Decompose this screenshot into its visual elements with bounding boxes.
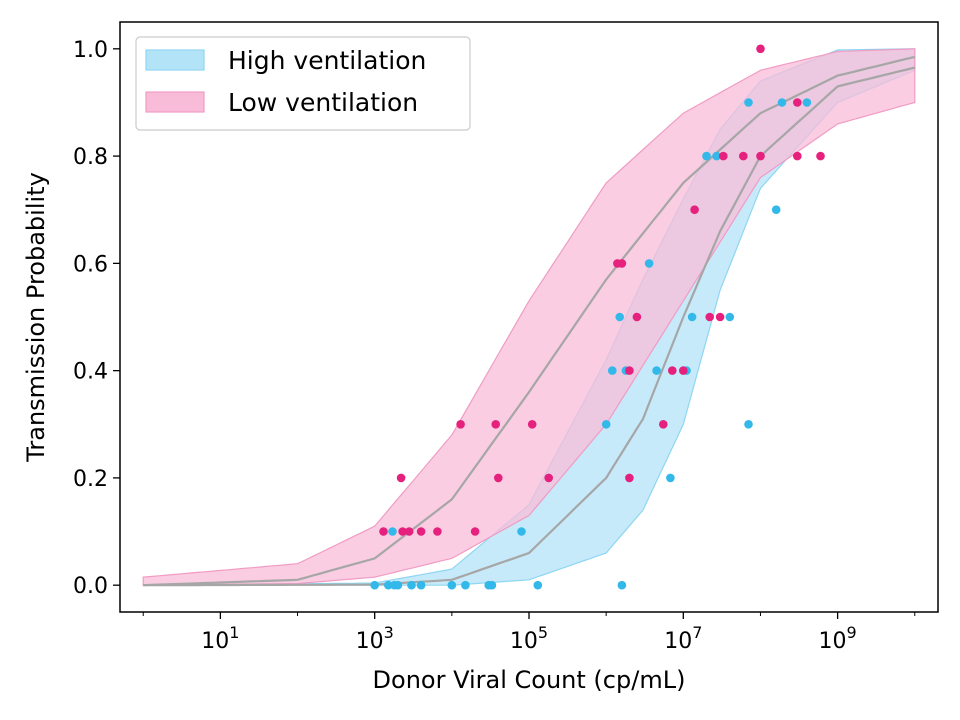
low-ventilation-point: [404, 527, 414, 536]
x-tick-label: 105: [510, 623, 548, 654]
low-ventilation-point: [398, 527, 407, 536]
high-ventilation-point: [744, 420, 753, 429]
high-ventilation-point: [416, 580, 426, 590]
legend: High ventilation Low ventilation: [135, 36, 471, 131]
high-ventilation-point: [461, 580, 470, 590]
low-ventilation-fit-curve: [143, 55, 916, 587]
y-tick-label: 0.8: [73, 145, 108, 170]
low-ventilation-point: [715, 312, 725, 322]
low-ventilation-point: [491, 420, 501, 429]
low-ventilation-point: [416, 527, 426, 536]
plot-area: [142, 44, 916, 590]
legend-label-low-ventilation: Low ventilation: [228, 88, 418, 117]
high-ventilation-point: [447, 580, 457, 590]
low-ventilation-band: [142, 48, 916, 586]
x-tick-label: 103: [356, 623, 394, 654]
low-ventilation-point: [544, 473, 553, 483]
x-axis: 101 103 105 107 109: [142, 612, 916, 654]
y-axis-label: Transmission Probability: [22, 172, 50, 463]
low-ventilation-point: [793, 151, 802, 161]
high-ventilation-point: [601, 420, 611, 429]
high-ventilation-point: [615, 312, 624, 322]
high-ventilation-point: [617, 580, 627, 590]
high-ventilation-point: [702, 151, 711, 161]
low-ventilation-point: [659, 420, 668, 429]
y-tick-label: 1.0: [73, 38, 108, 63]
legend-box: [135, 36, 471, 131]
low-ventilation-point: [433, 527, 442, 536]
low-ventilation-point: [632, 312, 642, 322]
y-tick-label: 0.4: [73, 360, 108, 385]
high-ventilation-point: [725, 312, 735, 322]
low-ventilation-point: [793, 98, 802, 107]
high-ventilation-point: [517, 527, 526, 536]
x-tick-label: 107: [664, 623, 702, 654]
high-ventilation-point: [777, 98, 787, 107]
high-ventilation-point: [407, 580, 416, 590]
low-ventilation-point: [690, 205, 699, 214]
high-ventilation-point: [644, 259, 654, 268]
high-ventilation-point: [533, 580, 543, 590]
x-tick-label: 101: [201, 623, 239, 654]
x-tick-label: 109: [819, 623, 857, 654]
high-ventilation-point: [771, 205, 781, 214]
low-ventilation-point: [679, 366, 688, 375]
low-ventilation-point: [719, 151, 728, 161]
low-ventilation-point: [705, 312, 714, 322]
high-ventilation-point: [393, 580, 403, 590]
low-ventilation-point: [816, 151, 825, 161]
low-ventilation-point: [756, 44, 765, 54]
low-ventilation-point: [379, 527, 388, 536]
y-tick-label: 0.6: [73, 252, 108, 277]
x-axis-label: Donor Viral Count (cp/mL): [373, 666, 686, 694]
high-ventilation-point: [666, 473, 675, 483]
high-ventilation-point: [687, 312, 697, 322]
low-ventilation-point: [625, 473, 634, 483]
high-ventilation-point: [608, 366, 617, 375]
y-axis: 0.0 0.2 0.4 0.6 0.8 1.0: [73, 38, 120, 599]
low-ventilation-point: [617, 259, 627, 268]
high-ventilation-point: [802, 98, 812, 107]
low-ventilation-point: [625, 366, 634, 375]
high-ventilation-point: [487, 580, 497, 590]
high-ventilation-point: [388, 527, 397, 536]
low-ventilation-point: [739, 151, 748, 161]
y-tick-label: 0.2: [73, 467, 108, 492]
high-ventilation-point: [652, 366, 661, 375]
low-ventilation-point: [668, 366, 677, 375]
low-ventilation-point: [456, 420, 465, 429]
low-ventilation-point: [494, 473, 503, 483]
low-ventilation-point: [396, 473, 406, 483]
high-ventilation-point: [370, 580, 380, 590]
high-ventilation-point: [384, 580, 393, 590]
low-ventilation-point: [470, 527, 480, 536]
legend-label-high-ventilation: High ventilation: [228, 46, 426, 75]
high-ventilation-fit-curve: [143, 66, 916, 587]
legend-swatch-low-ventilation: [145, 91, 205, 113]
high-ventilation-point: [712, 151, 721, 161]
y-tick-label: 0.0: [73, 574, 108, 599]
legend-swatch-high-ventilation: [145, 49, 205, 71]
high-ventilation-point: [744, 98, 753, 107]
low-ventilation-point: [756, 151, 765, 161]
low-ventilation-point: [527, 420, 537, 429]
